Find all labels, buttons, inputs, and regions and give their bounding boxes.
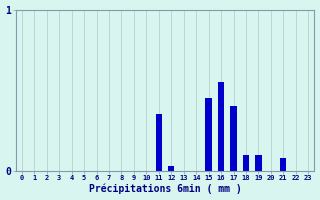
Bar: [243, 155, 249, 171]
Bar: [280, 158, 286, 171]
Bar: [168, 166, 174, 171]
Bar: [156, 114, 162, 171]
Bar: [205, 98, 212, 171]
Bar: [230, 106, 236, 171]
Bar: [255, 155, 261, 171]
X-axis label: Précipitations 6min ( mm ): Précipitations 6min ( mm ): [89, 184, 241, 194]
Bar: [218, 82, 224, 171]
